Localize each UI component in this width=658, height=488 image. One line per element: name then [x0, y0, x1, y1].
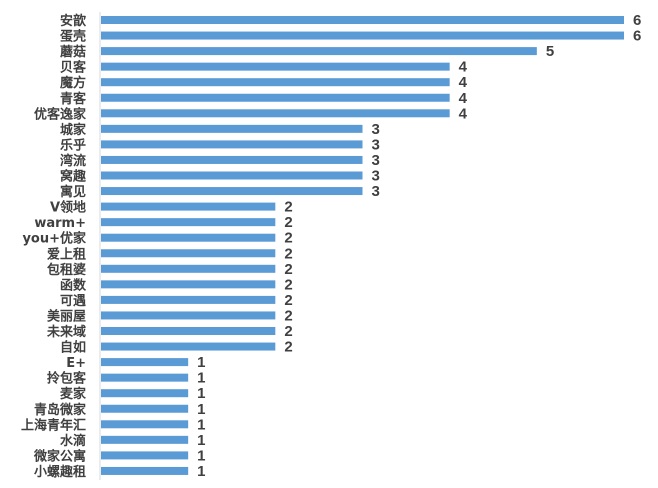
category-label: 水滴	[60, 433, 86, 449]
category-label: 魔方	[60, 75, 86, 91]
category-label: 小螺趣租	[34, 464, 86, 480]
category-label: 蘑菇	[60, 44, 86, 60]
category-label: 蛋壳	[60, 29, 86, 45]
bar	[101, 16, 624, 24]
bar	[101, 327, 276, 335]
category-label: 包租婆	[47, 262, 86, 278]
category-label: 微家公寓	[33, 448, 86, 464]
category-label: 贝客	[60, 60, 87, 76]
category-label: 城家	[60, 122, 87, 138]
category-label: 美丽屋	[47, 308, 86, 324]
bar	[101, 218, 276, 227]
value-label: 3	[372, 136, 380, 153]
value-label: 2	[284, 307, 292, 324]
bar	[101, 124, 363, 133]
value-label: 3	[372, 168, 380, 185]
value-label: 2	[284, 323, 292, 340]
value-label: 2	[284, 199, 292, 216]
bar	[101, 47, 537, 56]
value-label: 2	[284, 214, 292, 231]
value-label: 2	[284, 339, 292, 356]
bar	[101, 466, 189, 475]
bar	[101, 155, 363, 164]
category-label: 湾流	[60, 153, 86, 169]
category-label: 窝趣	[60, 169, 87, 185]
value-label: 4	[459, 74, 468, 91]
bar	[101, 435, 189, 444]
value-label: 1	[197, 385, 205, 402]
bar	[101, 31, 624, 40]
category-label: 优客逸家	[34, 106, 87, 122]
value-label: 1	[197, 354, 205, 371]
category-label: 上海青年汇	[21, 417, 86, 433]
value-label: 5	[546, 43, 554, 60]
value-label: 1	[197, 416, 205, 433]
value-label: 6	[633, 28, 641, 45]
bar	[101, 62, 450, 71]
category-label: 乐乎	[60, 137, 86, 153]
bars-group	[101, 16, 624, 475]
bar	[101, 233, 276, 242]
category-label: E+	[66, 356, 86, 371]
bar	[101, 389, 189, 398]
value-label: 1	[197, 463, 205, 480]
value-label: 2	[284, 292, 292, 309]
value-label: 2	[284, 230, 292, 247]
bar	[101, 280, 276, 289]
bar	[101, 264, 276, 273]
value-label: 1	[197, 432, 205, 449]
value-label: 6	[633, 12, 641, 29]
value-label: 3	[372, 152, 380, 169]
category-label: 自如	[60, 340, 86, 356]
category-label: 拎包客	[47, 371, 87, 387]
value-label: 4	[459, 105, 468, 122]
category-label: 可遇	[60, 294, 86, 309]
category-label: 麦家	[60, 386, 87, 402]
bar	[101, 109, 450, 118]
bar	[101, 140, 363, 149]
value-label: 1	[197, 447, 205, 464]
category-labels-group: 安歆蛋壳蘑菇贝客魔方青客优客逸家城家乐乎湾流窝趣寓见V领地warm+you+优家…	[21, 13, 87, 480]
bar	[101, 311, 276, 320]
category-label: 爱上租	[47, 246, 86, 262]
bar	[101, 93, 450, 102]
category-label: warm+	[34, 216, 86, 231]
category-label: 青客	[60, 91, 87, 107]
bar	[101, 373, 189, 382]
value-label: 2	[284, 261, 292, 278]
value-label: 1	[197, 401, 205, 418]
value-label: 3	[372, 183, 380, 200]
category-label: 函数	[60, 277, 87, 293]
bar	[101, 78, 450, 87]
value-label: 4	[459, 59, 468, 76]
bar	[101, 187, 363, 196]
bar	[101, 202, 276, 211]
bar	[101, 358, 189, 367]
bar	[101, 249, 276, 258]
category-label: 寓见	[60, 184, 86, 200]
value-label: 4	[459, 90, 468, 107]
bar	[101, 342, 276, 351]
value-label: 1	[197, 370, 205, 387]
category-label: 安歆	[60, 13, 87, 29]
category-label: you+优家	[22, 231, 87, 247]
bar	[101, 420, 189, 429]
category-label: V领地	[50, 200, 86, 216]
bar	[101, 295, 276, 304]
value-label: 2	[284, 245, 292, 262]
value-label: 2	[284, 276, 292, 293]
category-label: 未来域	[46, 324, 86, 340]
bar	[101, 451, 189, 460]
value-label: 3	[372, 121, 380, 138]
bar	[101, 404, 189, 413]
category-label: 青岛微家	[34, 402, 87, 418]
bar	[101, 171, 363, 180]
